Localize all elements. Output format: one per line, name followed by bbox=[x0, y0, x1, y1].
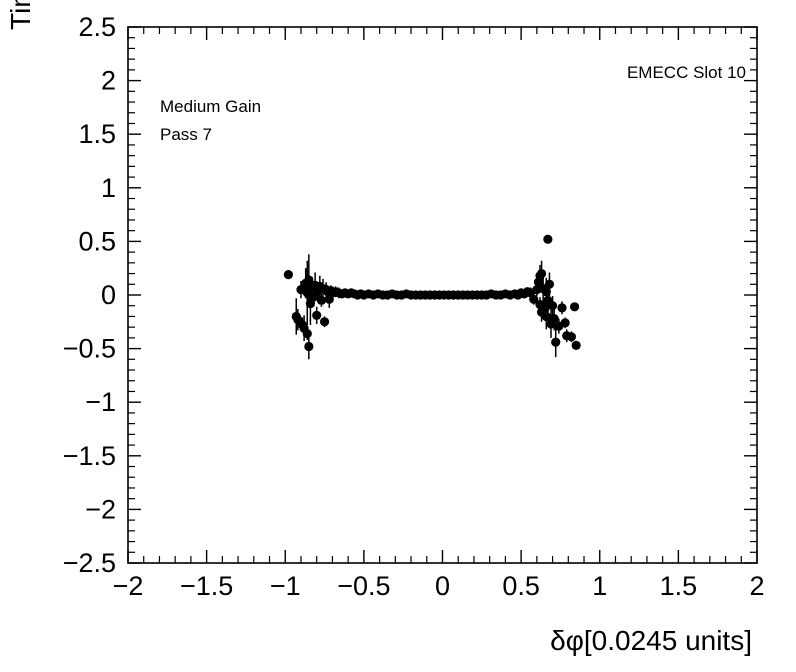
data-point bbox=[551, 337, 561, 347]
data-point bbox=[557, 303, 567, 313]
x-tick-label: 1.5 bbox=[660, 571, 698, 601]
data-points bbox=[283, 234, 581, 360]
data-point bbox=[571, 340, 581, 350]
data-point bbox=[316, 295, 327, 305]
x-tick-label: 0.5 bbox=[502, 571, 540, 601]
x-tick-label: −1.5 bbox=[180, 571, 233, 601]
x-tick-label: 0 bbox=[435, 571, 450, 601]
y-tick-label: −1 bbox=[85, 387, 116, 417]
gain-annotation: Medium Gain bbox=[160, 97, 261, 116]
y-tick-label: −2 bbox=[85, 494, 116, 524]
y-tick-label: 1.5 bbox=[78, 119, 116, 149]
x-tick-label: −2 bbox=[113, 571, 144, 601]
data-point bbox=[536, 268, 547, 279]
y-tick-label: 2 bbox=[101, 66, 116, 96]
data-point bbox=[319, 317, 330, 327]
y-tick-label: 0.5 bbox=[78, 226, 116, 256]
data-point bbox=[304, 341, 314, 352]
pass-annotation: Pass 7 bbox=[160, 125, 212, 144]
x-tick-label: 2 bbox=[749, 571, 764, 601]
data-point bbox=[312, 310, 322, 320]
y-tick-label: −0.5 bbox=[63, 334, 116, 364]
axis-ticks bbox=[127, 26, 758, 564]
y-tick-labels: −2.5 −2 −1.5 −1 −0.5 0 0.5 1 1.5 2 2.5 bbox=[63, 12, 116, 578]
y-tick-label: −1.5 bbox=[63, 441, 116, 471]
y-tick-label: 0 bbox=[101, 280, 116, 310]
data-point bbox=[566, 332, 577, 342]
y-tick-label: 2.5 bbox=[78, 12, 116, 42]
data-point bbox=[569, 302, 580, 312]
x-tick-label: −1 bbox=[270, 571, 301, 601]
y-tick-label: −2.5 bbox=[63, 548, 116, 578]
slot-annotation: EMECC Slot 10 bbox=[627, 63, 746, 82]
x-tick-label: −0.5 bbox=[337, 571, 390, 601]
data-point bbox=[543, 234, 553, 244]
data-point bbox=[283, 270, 293, 280]
x-tick-label: 1 bbox=[592, 571, 607, 601]
data-point bbox=[544, 279, 555, 289]
x-tick-labels: −2 −1.5 −1 −0.5 0 0.5 1 1.5 2 bbox=[113, 571, 765, 601]
data-point bbox=[549, 313, 559, 324]
y-axis-title: Time [ns] bbox=[5, 0, 36, 30]
y-tick-label: 1 bbox=[101, 173, 116, 203]
data-point bbox=[302, 328, 312, 339]
data-point bbox=[547, 301, 558, 311]
data-point bbox=[529, 294, 539, 304]
x-axis-title: δφ[0.0245 units] bbox=[550, 625, 752, 656]
data-point bbox=[560, 318, 570, 328]
